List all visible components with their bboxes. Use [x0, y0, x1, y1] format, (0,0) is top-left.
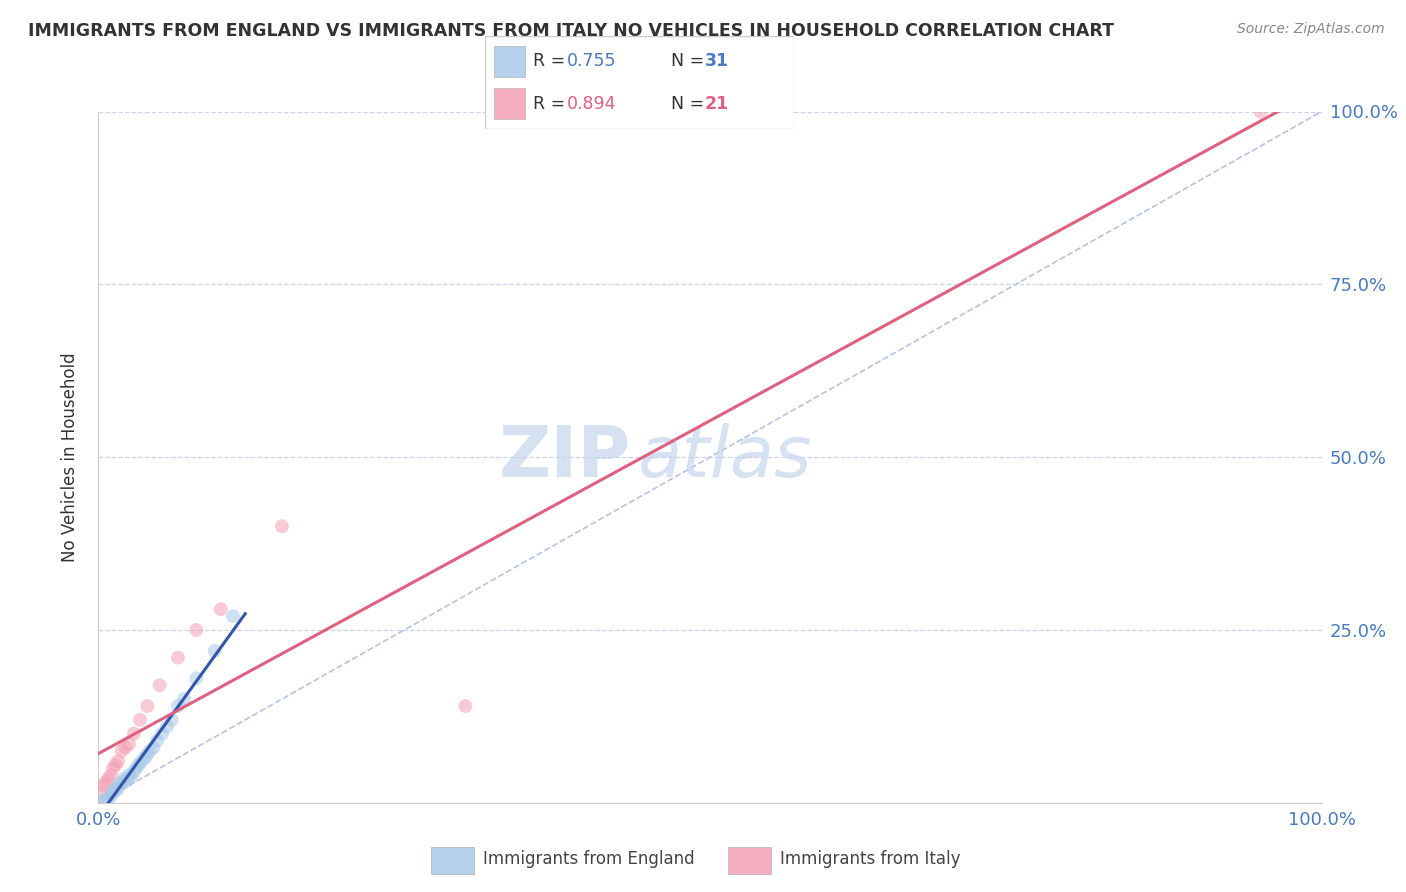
Point: [111, 744, 134, 758]
Point: [91, 794, 114, 808]
Text: N =: N =: [671, 95, 710, 112]
Point: [122, 764, 145, 779]
Point: [112, 772, 135, 786]
Text: 31: 31: [704, 53, 728, 70]
Point: [107, 755, 129, 769]
FancyBboxPatch shape: [485, 36, 794, 129]
Point: [125, 761, 148, 775]
Text: ZIP: ZIP: [498, 423, 630, 491]
Point: [100, 789, 122, 803]
Y-axis label: No Vehicles in Household: No Vehicles in Household: [60, 352, 79, 562]
Text: 21: 21: [704, 95, 728, 112]
Point: [101, 785, 124, 799]
FancyBboxPatch shape: [728, 847, 770, 874]
Point: [97, 791, 120, 805]
Point: [146, 733, 169, 747]
FancyBboxPatch shape: [495, 46, 526, 77]
Point: [270, 519, 294, 533]
Point: [100, 768, 122, 782]
Point: [91, 779, 114, 793]
Point: [149, 678, 172, 692]
Point: [134, 751, 156, 765]
Text: R =: R =: [533, 95, 571, 112]
Point: [136, 747, 159, 762]
Point: [173, 692, 195, 706]
Point: [90, 785, 112, 799]
Point: [150, 726, 173, 740]
Point: [129, 713, 152, 727]
Point: [115, 773, 138, 788]
Text: atlas: atlas: [637, 423, 811, 491]
Text: IMMIGRANTS FROM ENGLAND VS IMMIGRANTS FROM ITALY NO VEHICLES IN HOUSEHOLD CORREL: IMMIGRANTS FROM ENGLAND VS IMMIGRANTS FR…: [28, 22, 1114, 40]
Point: [97, 772, 120, 786]
Text: N =: N =: [671, 53, 710, 70]
Point: [222, 609, 245, 624]
Point: [186, 671, 208, 685]
Point: [94, 775, 117, 789]
Point: [204, 644, 226, 658]
Text: 0.894: 0.894: [567, 95, 617, 112]
Point: [1250, 104, 1272, 119]
Text: R =: R =: [533, 53, 571, 70]
Point: [139, 744, 162, 758]
Point: [142, 740, 165, 755]
Point: [136, 699, 159, 714]
Point: [118, 768, 141, 782]
Point: [156, 720, 179, 734]
Text: 0.755: 0.755: [567, 53, 617, 70]
Text: Immigrants from England: Immigrants from England: [484, 849, 695, 868]
Point: [120, 770, 142, 784]
Point: [186, 623, 208, 637]
Point: [129, 755, 152, 769]
Point: [104, 757, 127, 772]
Point: [110, 776, 132, 790]
Text: Immigrants from Italy: Immigrants from Italy: [780, 849, 960, 868]
Point: [128, 757, 150, 772]
Point: [93, 793, 115, 807]
FancyBboxPatch shape: [430, 847, 474, 874]
Point: [122, 726, 145, 740]
FancyBboxPatch shape: [495, 88, 526, 119]
Point: [101, 761, 124, 775]
Point: [105, 780, 128, 795]
Text: Source: ZipAtlas.com: Source: ZipAtlas.com: [1237, 22, 1385, 37]
Point: [167, 650, 190, 665]
Point: [118, 737, 141, 751]
Point: [167, 699, 190, 714]
Point: [454, 699, 477, 714]
Point: [160, 713, 183, 727]
Point: [111, 775, 134, 789]
Point: [107, 781, 129, 797]
Point: [103, 783, 125, 797]
Point: [209, 602, 232, 616]
Point: [114, 740, 136, 755]
